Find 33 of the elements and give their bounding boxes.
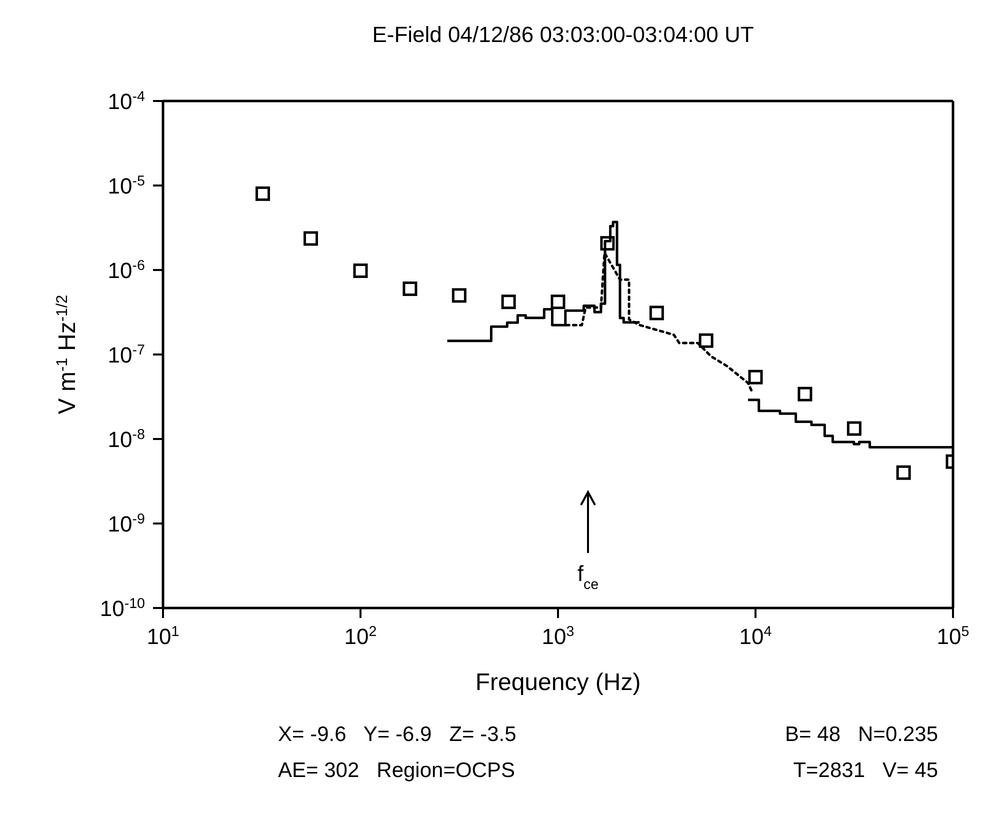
text: T=2831 V= 45 [793,759,938,782]
point [649,306,664,320]
point [748,370,763,384]
point [550,294,566,310]
point [798,386,812,402]
point [353,263,368,278]
point [600,236,615,251]
x-tick-label: 10$^{3}$ [542,624,574,649]
point [304,231,318,246]
y-tick-label: 10$^{-8}$ [108,427,146,452]
x-tick-label: 10$^{4}$ [739,624,772,649]
x-tick-label: 10$^{2}$ [344,624,377,649]
y-tick-label: 10$^{-7}$ [108,342,146,368]
point [846,421,862,436]
y-tick-label: 10$^{-9}$ [108,512,146,536]
point [501,294,516,310]
text: X= -9.6 Y= -6.9 Z= -3.5 [278,723,516,746]
point [256,186,270,201]
chart-title: E-Field 04/12/86 03:03:00-03:04:00 UT [372,22,754,47]
y-tick-label: 10$^{-6}$ [108,258,146,283]
x-axis-title: Frequency (Hz) [475,669,641,696]
text: B= 48 N=0.235 [785,723,938,746]
y-tick-label: 10$^{-4}$ [108,89,146,114]
text: AE= 302 Region=OCPS [278,759,515,782]
point [452,288,466,303]
point [402,281,418,296]
annotation: f$_{ce}$ [577,561,599,593]
y-tick-label: 10$^{-10}$ [100,596,146,621]
x-tick-label: 10$^{1}$ [146,624,180,649]
point [896,465,911,480]
x-tick-label: 10$^{5}$ [936,624,970,649]
y-tick-label: 10$^{-5}$ [108,174,146,198]
point [698,333,714,348]
